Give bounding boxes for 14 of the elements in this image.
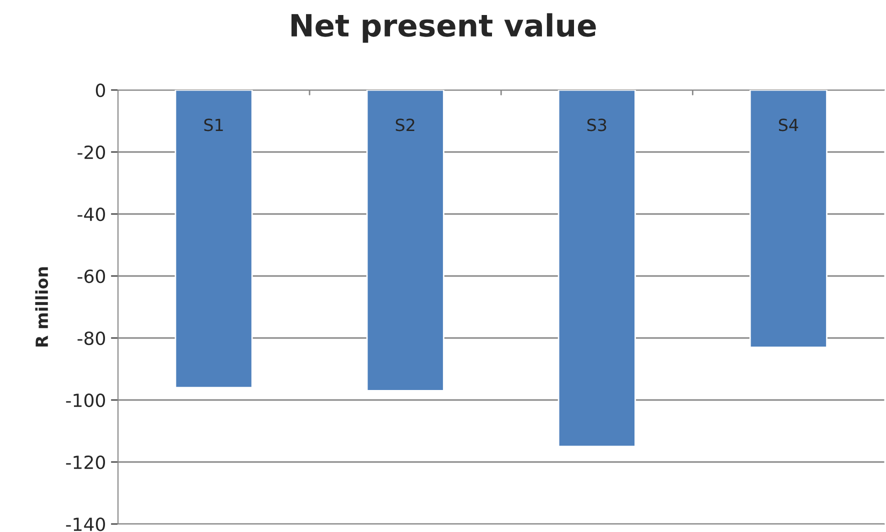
x-tick-label: S2 [396, 118, 414, 132]
y-tick-label: -20 [78, 145, 105, 160]
y-tick-label: -120 [66, 455, 105, 470]
x-tick-label: S4 [778, 118, 798, 132]
x-tick-label: S1 [204, 118, 223, 132]
chart-title: Net present value [292, 13, 596, 43]
y-axis-title: R million [35, 267, 48, 347]
y-tick-label: 0 [96, 83, 105, 98]
y-tick-label: -140 [66, 517, 105, 532]
y-tick-label: -80 [78, 331, 105, 346]
y-tick-label: -100 [66, 393, 105, 408]
x-tick-label: S3 [587, 118, 606, 132]
y-tick-label: -40 [78, 207, 105, 222]
y-tick-label: -60 [78, 269, 105, 284]
